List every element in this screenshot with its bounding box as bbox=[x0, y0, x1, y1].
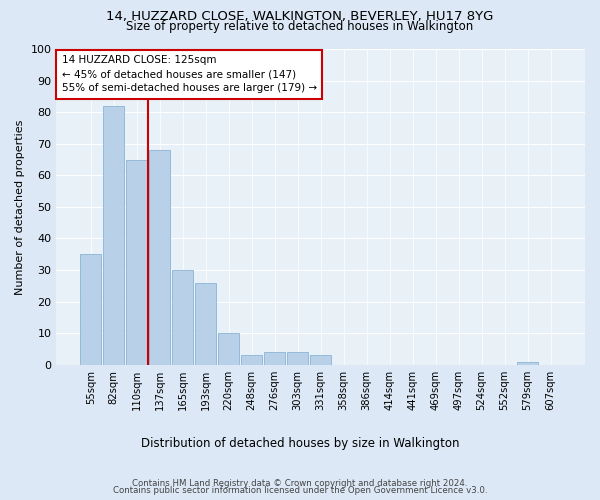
Bar bbox=[172, 270, 193, 365]
Bar bbox=[310, 356, 331, 365]
Bar bbox=[149, 150, 170, 365]
Y-axis label: Number of detached properties: Number of detached properties bbox=[15, 119, 25, 294]
Bar bbox=[103, 106, 124, 365]
Bar bbox=[265, 352, 285, 365]
Bar bbox=[218, 333, 239, 365]
Bar bbox=[80, 254, 101, 365]
Text: Contains public sector information licensed under the Open Government Licence v3: Contains public sector information licen… bbox=[113, 486, 487, 495]
Text: 14, HUZZARD CLOSE, WALKINGTON, BEVERLEY, HU17 8YG: 14, HUZZARD CLOSE, WALKINGTON, BEVERLEY,… bbox=[106, 10, 494, 23]
Bar bbox=[127, 160, 147, 365]
Text: Size of property relative to detached houses in Walkington: Size of property relative to detached ho… bbox=[127, 20, 473, 33]
Bar bbox=[196, 282, 216, 365]
Text: 14 HUZZARD CLOSE: 125sqm
← 45% of detached houses are smaller (147)
55% of semi-: 14 HUZZARD CLOSE: 125sqm ← 45% of detach… bbox=[62, 56, 317, 94]
Bar bbox=[517, 362, 538, 365]
Bar bbox=[287, 352, 308, 365]
Bar bbox=[241, 356, 262, 365]
Text: Distribution of detached houses by size in Walkington: Distribution of detached houses by size … bbox=[141, 437, 459, 450]
Text: Contains HM Land Registry data © Crown copyright and database right 2024.: Contains HM Land Registry data © Crown c… bbox=[132, 478, 468, 488]
